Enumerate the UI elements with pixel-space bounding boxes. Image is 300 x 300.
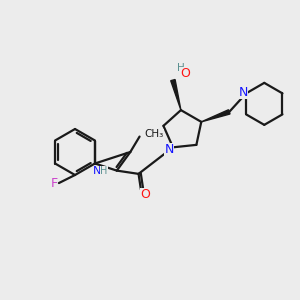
Text: N: N (93, 166, 101, 176)
Text: H: H (100, 166, 108, 176)
Polygon shape (171, 80, 181, 110)
Text: H: H (177, 63, 185, 73)
Text: O: O (180, 67, 190, 80)
Text: O: O (140, 188, 150, 201)
Polygon shape (201, 110, 230, 122)
Text: N: N (164, 143, 174, 156)
Text: CH₃: CH₃ (145, 129, 164, 139)
Text: F: F (50, 176, 58, 190)
Text: N: N (238, 86, 248, 99)
